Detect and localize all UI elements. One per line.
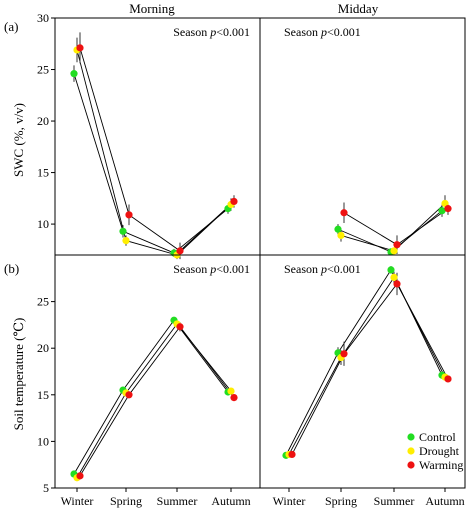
point-control [334, 225, 342, 233]
panel-b-morning: 5 10 15 20 25 Winter Spring Summer Autumn Season … [37, 254, 261, 508]
season-annotation: Season p<0.001 [173, 25, 250, 39]
season-annotation: Season p<0.001 [284, 25, 361, 39]
point-warming [76, 472, 84, 480]
y-tick-label: 30 [37, 11, 49, 25]
column-title-morning: Morning [129, 1, 175, 16]
y-tick-label: 15 [37, 388, 49, 402]
legend-label-drought: Drought [419, 444, 460, 458]
point-warming [340, 350, 348, 358]
point-control [438, 207, 446, 215]
series-line-drought [340, 203, 446, 252]
x-tick-label: Summer [157, 494, 198, 508]
panel-label-b: (b) [4, 261, 19, 276]
y-tick-label: 10 [37, 434, 49, 448]
point-control [119, 227, 127, 235]
point-warming [176, 247, 184, 255]
point-warming [230, 197, 238, 206]
y-tick-label: 10 [37, 217, 49, 231]
legend-marker-control [407, 433, 415, 441]
point-drought [390, 247, 398, 255]
series-line-warming [291, 283, 449, 455]
legend-marker-warming [407, 461, 415, 469]
legend-marker-drought [407, 447, 415, 455]
x-tick-label: Spring [110, 494, 142, 508]
y-tick-label: 25 [37, 63, 49, 77]
panel-label-a: (a) [4, 19, 18, 34]
point-warming [444, 375, 452, 383]
x-tick-label: Winter [273, 494, 306, 508]
point-drought [227, 387, 235, 395]
series-line-control [337, 210, 443, 253]
panel-a-morning: 10 15 20 25 30 Season p<0.001 [37, 11, 261, 260]
point-drought [122, 236, 130, 245]
panel-b-midday: Winter Spring Summer Autumn Season p<0.001 Co… [259, 254, 466, 508]
legend-label-warming: Warming [419, 458, 463, 472]
column-title-midday: Midday [338, 1, 379, 16]
point-warming [393, 241, 401, 249]
x-tick-label: Autumn [425, 494, 464, 508]
point-warming [288, 450, 296, 459]
series-line-warming [79, 326, 235, 477]
point-warming [125, 391, 133, 399]
x-tick-label: Spring [325, 494, 357, 508]
series-line-drought [288, 276, 446, 455]
season-annotation: Season p<0.001 [173, 262, 250, 276]
y-tick-label: 20 [37, 114, 49, 128]
point-control [387, 266, 395, 274]
point-warming [444, 205, 452, 213]
y-tick-label: 5 [43, 481, 49, 495]
point-warming [340, 209, 348, 217]
season-annotation: Season p<0.001 [284, 262, 361, 276]
point-drought [390, 273, 398, 281]
panel-frame [259, 254, 466, 489]
series-line-control [73, 319, 229, 475]
x-tick-label: Winter [61, 494, 94, 508]
point-warming [176, 323, 184, 331]
y-tick-label: 25 [37, 295, 49, 309]
ylabel-soil-temperature: Soil temperature (℃) [11, 318, 26, 431]
series-line-warming [343, 208, 449, 246]
point-warming [393, 280, 401, 288]
ylabel-swc: SWC (%, v/v) [11, 103, 26, 177]
panel-frame [54, 17, 261, 256]
series-line-warming [79, 47, 235, 252]
x-tick-label: Autumn [211, 494, 250, 508]
y-tick-label: 20 [37, 341, 49, 355]
series-line-control [285, 268, 443, 456]
plot-area: 10 15 20 25 30 Season p<0.001 Season p<0.001 5 1… [37, 11, 466, 508]
panel-frame [259, 17, 466, 256]
point-drought [337, 231, 345, 240]
series-line-drought [76, 49, 232, 256]
y-tick-label: 15 [37, 166, 49, 180]
point-warming [230, 393, 238, 402]
point-warming [76, 44, 84, 52]
series-line-control [73, 73, 229, 254]
panel-a-midday: Season p<0.001 [259, 17, 466, 256]
point-warming [125, 211, 133, 219]
point-control [70, 70, 78, 78]
legend-label-control: Control [419, 430, 456, 444]
x-tick-label: Summer [374, 494, 415, 508]
